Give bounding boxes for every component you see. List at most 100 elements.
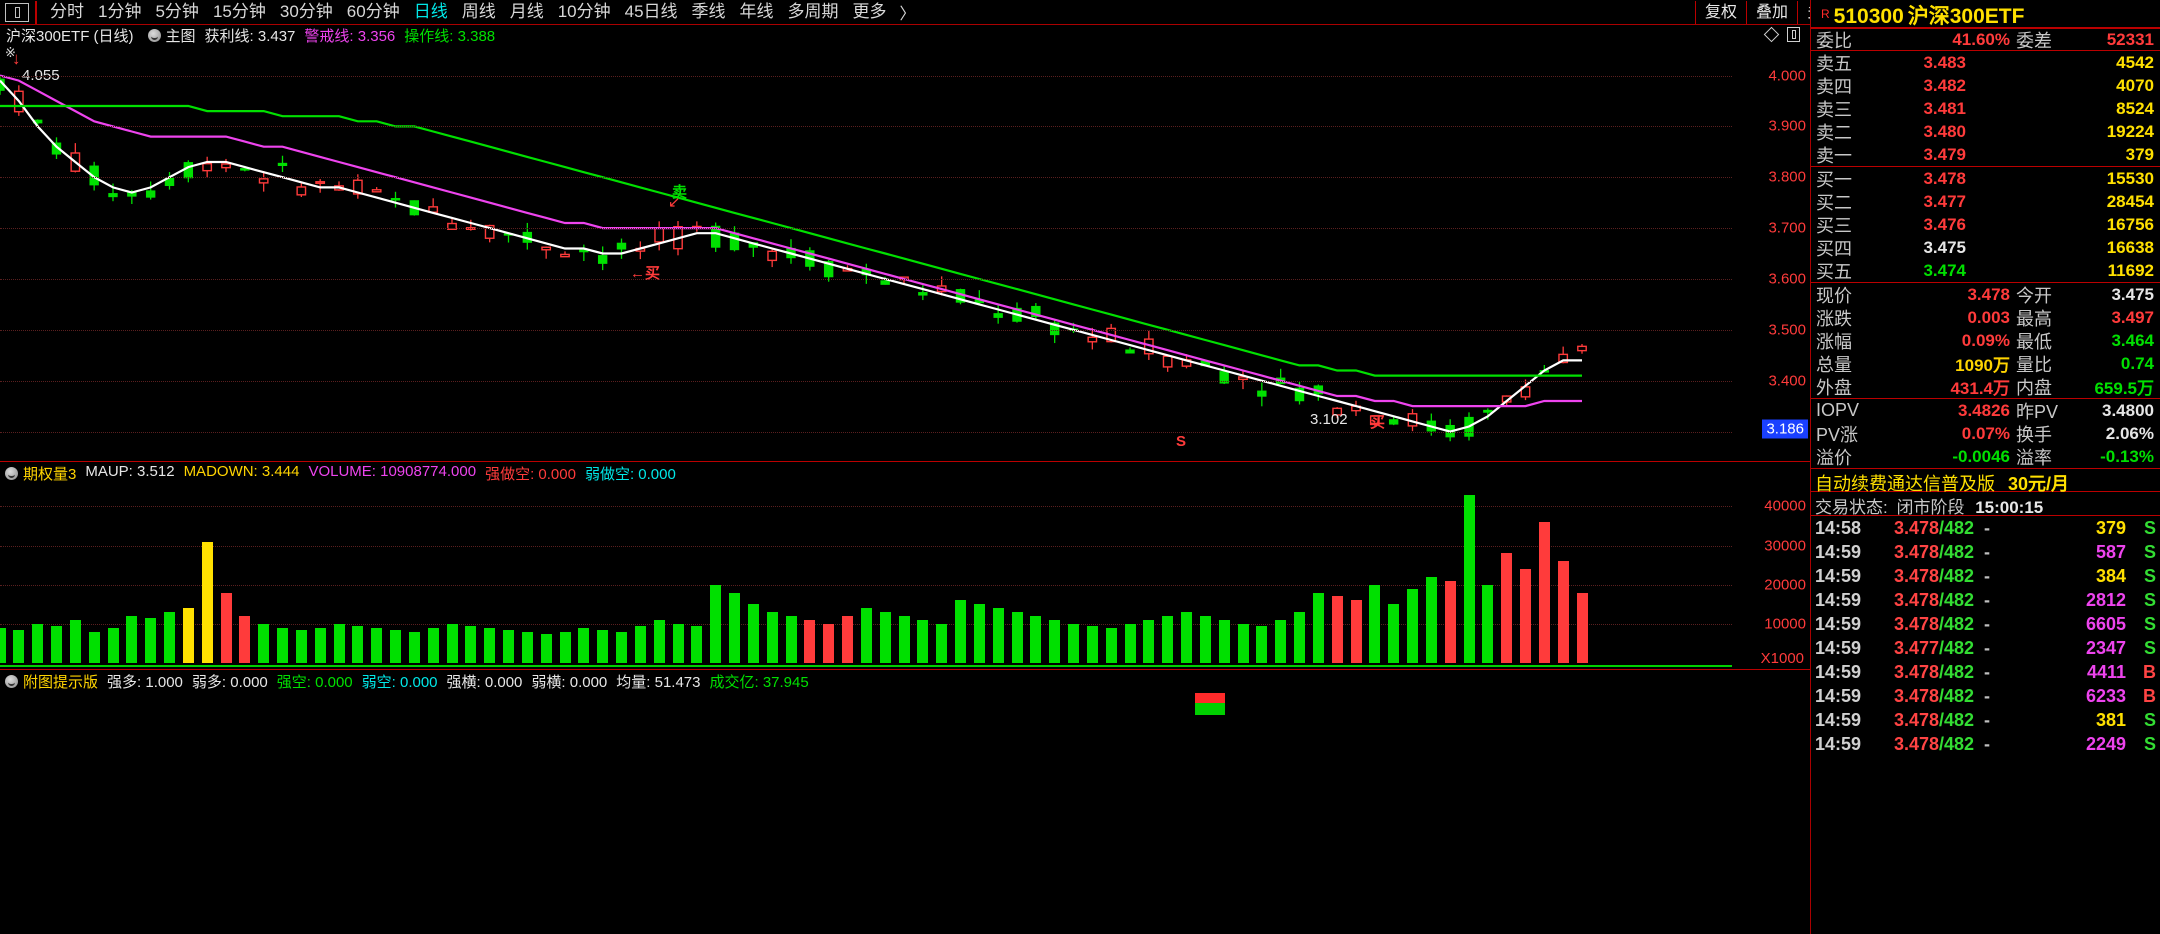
etf-label-2: 溢率 <box>2016 447 2052 468</box>
period-tab-3[interactable]: 15分钟 <box>212 2 266 21</box>
tick-iopv: 482 <box>1944 637 1975 658</box>
ask-price: 3.483 <box>1923 52 1966 72</box>
volume-bar <box>164 612 175 663</box>
ask-level-1[interactable]: 卖四 3.482 4070 <box>1811 74 2160 97</box>
volume-indicator-name[interactable]: 期权量3 <box>23 465 77 483</box>
bid-level-2[interactable]: 买三 3.476 16756 <box>1811 213 2160 236</box>
period-tab-12[interactable]: 年线 <box>739 2 774 21</box>
etf-row-2: 溢价 -0.0046 溢率 -0.13% <box>1811 445 2160 468</box>
tick-row[interactable]: 14:59 3.477/482- 2347 S <box>1811 636 2160 660</box>
tick-row[interactable]: 14:59 3.478/482- 381 S <box>1811 708 2160 732</box>
window-menu-icon[interactable] <box>5 2 29 22</box>
volume-plot[interactable] <box>0 483 1732 667</box>
price-tick-6: 3.400 <box>1768 372 1806 390</box>
tick-row[interactable]: 14:59 3.478/482- 2249 S <box>1811 732 2160 756</box>
tick-row[interactable]: 14:58 3.478/482- 379 S <box>1811 516 2160 540</box>
volume-bar <box>427 627 439 663</box>
period-tab-1[interactable]: 1分钟 <box>98 2 142 21</box>
bottom-indicator-values: 强多: 1.000 弱多: 0.000 强空: 0.000 弱空: 0.000 强横: … <box>107 671 818 692</box>
tick-volume: 379 <box>2095 517 2126 538</box>
tick-row[interactable]: 14:59 3.478/482- 6233 B <box>1811 684 2160 708</box>
price-gridline-5 <box>0 329 1732 331</box>
bid-qty: 16756 <box>2106 214 2154 234</box>
volume-bar <box>314 627 326 663</box>
volume-bar <box>220 592 232 663</box>
cursor-price-label: 3.186 <box>1762 419 1808 439</box>
tick-time: 14:59 <box>1815 565 1862 586</box>
bid-level-4[interactable]: 买五 3.474 11692 <box>1811 259 2160 282</box>
volume-panel: 期权量3 MAUP: 3.512 MADOWN: 3.444 VOLUME: 109… <box>0 461 1810 669</box>
more-chevron-icon[interactable]: 〉 <box>899 6 916 23</box>
period-tab-4[interactable]: 30分钟 <box>279 2 333 21</box>
tick-volume: 587 <box>2095 541 2126 562</box>
tick-row[interactable]: 14:59 3.478/482- 2812 S <box>1811 588 2160 612</box>
ask-levels: 卖五 3.483 4542 卖四 3.482 4070 卖三 3.481 8524 卖二 3.480… <box>1811 51 2160 166</box>
volume-bar <box>1501 553 1513 663</box>
order-ratio-label: 委比 <box>1816 30 1852 51</box>
period-tab-11[interactable]: 季线 <box>691 2 726 21</box>
bid-level-0[interactable]: 买一 3.478 15530 <box>1811 167 2160 190</box>
volume-bar <box>597 629 609 663</box>
tick-row[interactable]: 14:59 3.478/482- 6605 S <box>1811 612 2160 636</box>
volume-gridline-0 <box>0 506 1732 508</box>
tick-side: B <box>2143 661 2156 682</box>
ad-text: 自动续费通达信普及版 <box>1815 474 1995 494</box>
period-tab-13[interactable]: 多周期 <box>787 2 839 21</box>
bid-level-3[interactable]: 买四 3.475 16638 <box>1811 236 2160 259</box>
tick-time: 14:59 <box>1815 589 1862 610</box>
period-tab-2[interactable]: 5分钟 <box>155 2 199 21</box>
ask-level-3[interactable]: 卖二 3.480 19224 <box>1811 120 2160 143</box>
tick-row[interactable]: 14:59 3.478/482- 4411 B <box>1811 660 2160 684</box>
period-tab-0[interactable]: 分时 <box>50 2 84 21</box>
bid-level-1[interactable]: 买二 3.477 28454 <box>1811 190 2160 213</box>
tick-side: S <box>2143 637 2156 658</box>
bottom-settings-icon[interactable] <box>5 674 18 688</box>
period-tab-5[interactable]: 60分钟 <box>346 2 400 21</box>
volume-bar <box>107 627 119 663</box>
tick-row[interactable]: 14:59 3.478/482- 384 S <box>1811 564 2160 588</box>
tick-dash: - <box>1984 709 1991 730</box>
period-tab-10[interactable]: 45日线 <box>624 2 678 21</box>
period-tab-8[interactable]: 月线 <box>509 2 544 21</box>
volume-settings-icon[interactable] <box>5 466 18 480</box>
candlestick-series <box>0 76 1587 442</box>
period-tab-6[interactable]: 日线 <box>413 2 448 21</box>
advertisement-bar[interactable]: 自动续费通达信普及版 30元/月 <box>1811 468 2160 494</box>
bottom-signal-bar-2 <box>1195 703 1225 715</box>
tick-trade-list[interactable]: 14:58 3.478/482-379 S 14:59 3.478/482-587 S 14… <box>1811 516 2160 756</box>
quote-row-2: 涨幅 0.09% 最低 3.464 <box>1811 329 2160 352</box>
period-tab-9[interactable]: 10分钟 <box>557 2 611 21</box>
period-tab-7[interactable]: 周线 <box>461 2 496 21</box>
tick-iopv: 482 <box>1944 589 1975 610</box>
main-indicator-name[interactable]: 主图 <box>165 27 196 45</box>
volume-bar <box>823 623 835 663</box>
bid-label: 买三 <box>1816 215 1852 236</box>
bid-price: 3.478 <box>1923 168 1966 188</box>
tick-side: B <box>2143 685 2156 706</box>
tick-row[interactable]: 14:59 3.478/482- 587 S <box>1811 540 2160 564</box>
sell-arrow-icon: ↙ <box>668 194 681 211</box>
tick-dash: - <box>1984 637 1991 658</box>
etf-row-1: PV涨 0.07% 换手 2.06% <box>1811 422 2160 445</box>
quote-label-2: 内盘 <box>2016 377 2052 398</box>
tick-side: S <box>2143 517 2156 538</box>
toolbar-button-1[interactable]: 叠加 <box>1745 0 1797 24</box>
volume-bar <box>1350 600 1362 663</box>
price-plot[interactable]: 4.055 ↓ ※ 3.102 买 ←买 卖 ↙ S <box>0 45 1732 457</box>
price-tick-4: 3.600 <box>1768 270 1806 288</box>
bottom-indicator-name[interactable]: 附图提示版 <box>23 673 99 691</box>
indicator-settings-icon[interactable] <box>147 28 161 42</box>
period-tab-14[interactable]: 更多 <box>852 2 887 21</box>
toolbar-button-0[interactable]: 复权 <box>1694 0 1746 24</box>
tick-price: 3.478 <box>1893 565 1939 586</box>
ask-level-4[interactable]: 卖一 3.479 379 <box>1811 143 2160 166</box>
tick-iopv: 482 <box>1944 733 1975 754</box>
status-state: 闭市阶段 <box>1896 498 1965 517</box>
tick-volume: 2249 <box>2085 733 2126 754</box>
ask-level-0[interactable]: 卖五 3.483 4542 <box>1811 51 2160 74</box>
volume-bar <box>1369 584 1381 663</box>
bid-price: 3.475 <box>1923 237 1966 257</box>
ask-level-2[interactable]: 卖三 3.481 8524 <box>1811 97 2160 120</box>
panel-layout-icon[interactable] <box>1787 27 1800 42</box>
tick-price: 3.478 <box>1893 517 1939 538</box>
